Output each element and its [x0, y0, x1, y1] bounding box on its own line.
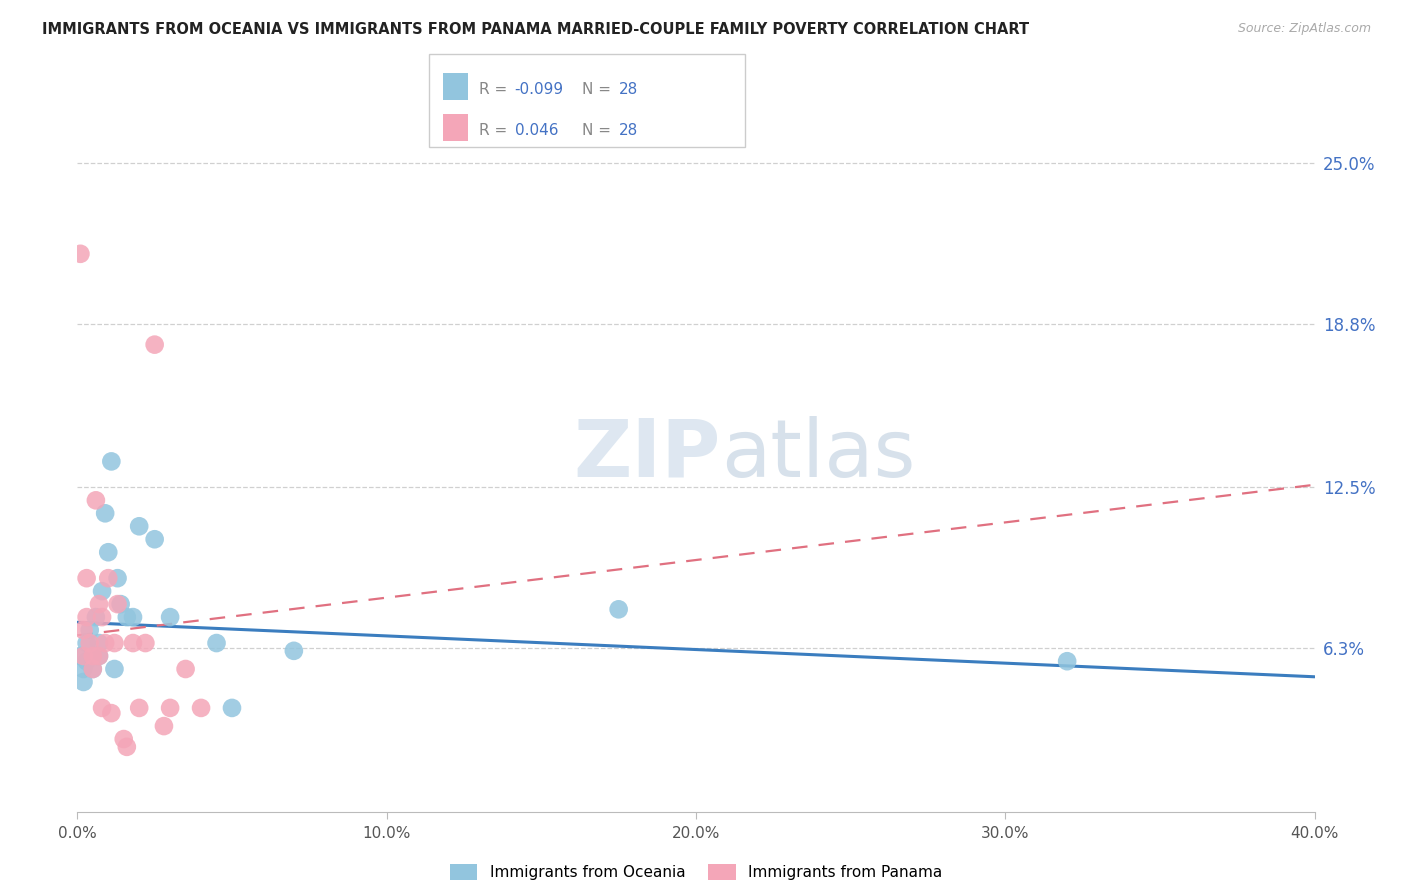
Point [122, 636, 145, 650]
Text: 28: 28 [619, 123, 638, 138]
Point [143, 337, 166, 351]
Point [115, 610, 138, 624]
Text: N =: N = [582, 123, 616, 138]
Point [205, 636, 228, 650]
Point [128, 519, 150, 533]
Point [69, 648, 91, 663]
Text: R =: R = [479, 81, 513, 96]
Point [143, 533, 166, 547]
Point [76, 610, 98, 624]
Point [82, 648, 104, 663]
Point [72, 623, 94, 637]
Point [115, 739, 138, 754]
Point [112, 732, 135, 747]
Text: 28: 28 [619, 81, 638, 96]
Point [122, 610, 145, 624]
Point [79, 636, 101, 650]
Point [221, 701, 243, 715]
Point [76, 654, 98, 668]
Text: ZIP: ZIP [574, 416, 721, 494]
Point [72, 662, 94, 676]
Point [97, 571, 120, 585]
Legend: Immigrants from Oceania, Immigrants from Panama: Immigrants from Oceania, Immigrants from… [444, 858, 948, 886]
Point [87, 636, 110, 650]
Text: N =: N = [582, 81, 616, 96]
Point [153, 719, 176, 733]
Point [190, 701, 212, 715]
Point [82, 648, 104, 663]
Point [97, 545, 120, 559]
Point [72, 675, 94, 690]
Text: 0.046: 0.046 [515, 123, 558, 138]
Point [607, 602, 630, 616]
Point [91, 701, 114, 715]
Point [76, 571, 98, 585]
Point [1056, 654, 1078, 668]
Point [174, 662, 197, 676]
Point [128, 701, 150, 715]
Point [91, 610, 114, 624]
Point [87, 648, 110, 663]
Point [159, 701, 181, 715]
Point [84, 610, 107, 624]
Point [103, 662, 125, 676]
Text: IMMIGRANTS FROM OCEANIA VS IMMIGRANTS FROM PANAMA MARRIED-COUPLE FAMILY POVERTY : IMMIGRANTS FROM OCEANIA VS IMMIGRANTS FR… [42, 22, 1029, 37]
Point [79, 623, 101, 637]
Point [100, 706, 122, 720]
Text: -0.099: -0.099 [515, 81, 564, 96]
Text: R =: R = [479, 123, 513, 138]
Point [76, 636, 98, 650]
Point [87, 597, 110, 611]
Point [82, 662, 104, 676]
Point [72, 648, 94, 663]
Point [103, 636, 125, 650]
Point [94, 636, 117, 650]
Point [107, 571, 129, 585]
Point [110, 597, 132, 611]
Point [159, 610, 181, 624]
Point [94, 506, 117, 520]
Point [69, 247, 91, 261]
Text: atlas: atlas [721, 416, 915, 494]
Point [82, 662, 104, 676]
Point [107, 597, 129, 611]
Text: Source: ZipAtlas.com: Source: ZipAtlas.com [1237, 22, 1371, 36]
Point [91, 584, 114, 599]
Point [87, 648, 110, 663]
Point [100, 454, 122, 468]
Y-axis label: Married-Couple Family Poverty: Married-Couple Family Poverty [0, 338, 7, 572]
Point [84, 493, 107, 508]
Point [283, 644, 305, 658]
Point [134, 636, 156, 650]
